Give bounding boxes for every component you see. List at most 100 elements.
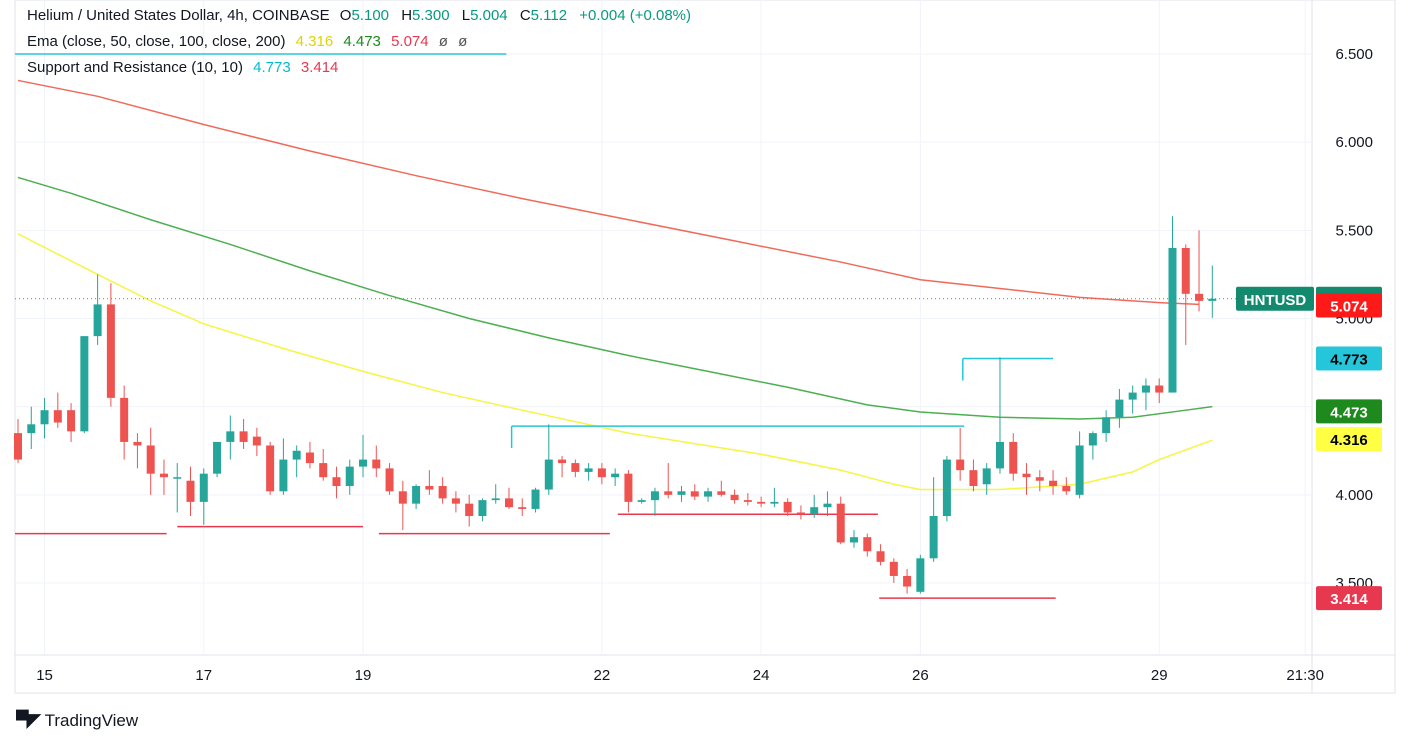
time-tick-label: 19 xyxy=(355,667,372,684)
candle-up xyxy=(531,489,540,509)
ema50-line xyxy=(17,233,1213,491)
candle-up xyxy=(292,450,301,460)
candle-up xyxy=(1115,399,1124,418)
time-tick-label: 15 xyxy=(36,667,53,684)
tradingview-logo-icon: ▀◤ xyxy=(16,710,41,730)
price-label-value: 4.473 xyxy=(1330,404,1368,421)
candle-up xyxy=(650,491,659,501)
candle-up xyxy=(995,441,1004,469)
candle-up xyxy=(1128,392,1137,400)
time-tick-label: 21:30 xyxy=(1286,667,1324,684)
time-tick-label: 22 xyxy=(594,667,611,684)
footer-brand-text: TradingView xyxy=(44,710,139,730)
candle-up xyxy=(359,459,368,467)
price-tick-label: 6.500 xyxy=(1335,46,1373,63)
candle-up xyxy=(1141,385,1150,393)
candle-up xyxy=(1208,298,1217,301)
candle-up xyxy=(677,491,686,495)
candle-down xyxy=(597,468,606,478)
legend-symbol-row: Helium / United States Dollar, 4h, COINB… xyxy=(27,6,697,26)
candle-up xyxy=(850,537,859,543)
candle-up xyxy=(982,468,991,485)
candle-down xyxy=(504,498,513,508)
candle-down xyxy=(664,491,673,495)
candle-down xyxy=(783,501,792,513)
legend-close-label: C xyxy=(519,7,531,24)
candle-down xyxy=(385,468,394,492)
legend-ema200-value: 5.074 xyxy=(391,33,429,50)
legend-ema50-value: 4.316 xyxy=(295,33,334,50)
legend-low-label: L xyxy=(461,7,471,24)
candle-down xyxy=(319,463,328,478)
legend-ema-row: Ema (close, 50, close, 100, close, 200) … xyxy=(27,32,473,52)
price-label-value: 5.074 xyxy=(1330,298,1368,315)
candle-down xyxy=(120,397,129,442)
legend-sr-row: Support and Resistance (10, 10) 4.773 3.… xyxy=(27,58,344,78)
candle-up xyxy=(199,473,208,502)
candle-down xyxy=(465,503,474,516)
candle-down xyxy=(863,537,872,552)
candle-down xyxy=(624,473,633,502)
candle-down xyxy=(558,459,567,464)
symbol-label-text: HNTUSD xyxy=(1244,292,1307,309)
candle-down xyxy=(717,491,726,495)
candle-down xyxy=(690,491,699,497)
candle-down xyxy=(796,512,805,515)
candle-up xyxy=(27,424,36,434)
candle-down xyxy=(1022,473,1031,478)
candle-down xyxy=(266,445,275,492)
candle-up xyxy=(929,515,938,559)
candle-down xyxy=(425,486,434,490)
candle-up xyxy=(80,336,89,432)
price-label-ema50 xyxy=(1316,427,1382,452)
candle-up xyxy=(173,477,182,479)
price-label-value: 4.316 xyxy=(1330,432,1368,449)
candle-down xyxy=(876,551,885,562)
candle-down xyxy=(438,486,447,499)
footer-brand[interactable]: ▀◤ TradingView xyxy=(16,710,138,731)
candle-down xyxy=(67,410,76,432)
candle-down xyxy=(571,463,580,472)
candle-down xyxy=(889,561,898,576)
ema200-line xyxy=(17,79,1200,306)
candle-down xyxy=(252,436,261,446)
candle-up xyxy=(823,503,832,508)
price-label-value: 3.414 xyxy=(1330,591,1368,608)
candle-down xyxy=(1049,480,1058,487)
candle-down xyxy=(159,473,168,478)
legend-close-value: 5.112 xyxy=(530,7,568,24)
candle-down xyxy=(398,491,407,504)
legend-ema-extra-1: ø xyxy=(438,33,448,50)
candle-down xyxy=(903,575,912,587)
legend-sr-resistance: 4.773 xyxy=(253,59,291,76)
candle-down xyxy=(1195,293,1204,301)
price-tick-label: 5.500 xyxy=(1335,222,1373,239)
candle-up xyxy=(916,558,925,592)
candle-down xyxy=(146,445,155,474)
candle-up xyxy=(1088,433,1097,446)
candle-up xyxy=(93,304,102,337)
candle-down xyxy=(730,494,739,501)
candle-down xyxy=(518,507,527,509)
legend-change: +0.004 (+0.08%) xyxy=(579,7,692,24)
legend-low-value: 5.004 xyxy=(470,7,508,24)
candle-down xyxy=(186,480,195,502)
candle-up xyxy=(345,466,354,487)
price-label-support xyxy=(1316,586,1382,611)
candle-down xyxy=(106,304,115,398)
candle-down xyxy=(757,501,766,504)
candle-up xyxy=(704,491,713,497)
legend-high-label: H xyxy=(401,7,413,24)
candle-up xyxy=(226,431,235,442)
legend-title: Helium / United States Dollar, 4h, COINB… xyxy=(27,7,330,24)
symbol-label xyxy=(1236,286,1314,311)
price-label-resistance xyxy=(1316,346,1382,371)
candle-up xyxy=(1102,417,1111,434)
candle-up xyxy=(40,410,49,425)
candle-up xyxy=(491,498,500,501)
legend-open-label: O xyxy=(339,7,352,24)
candle-down xyxy=(133,441,142,446)
candle-down xyxy=(1035,477,1044,481)
candle-up xyxy=(279,459,288,492)
